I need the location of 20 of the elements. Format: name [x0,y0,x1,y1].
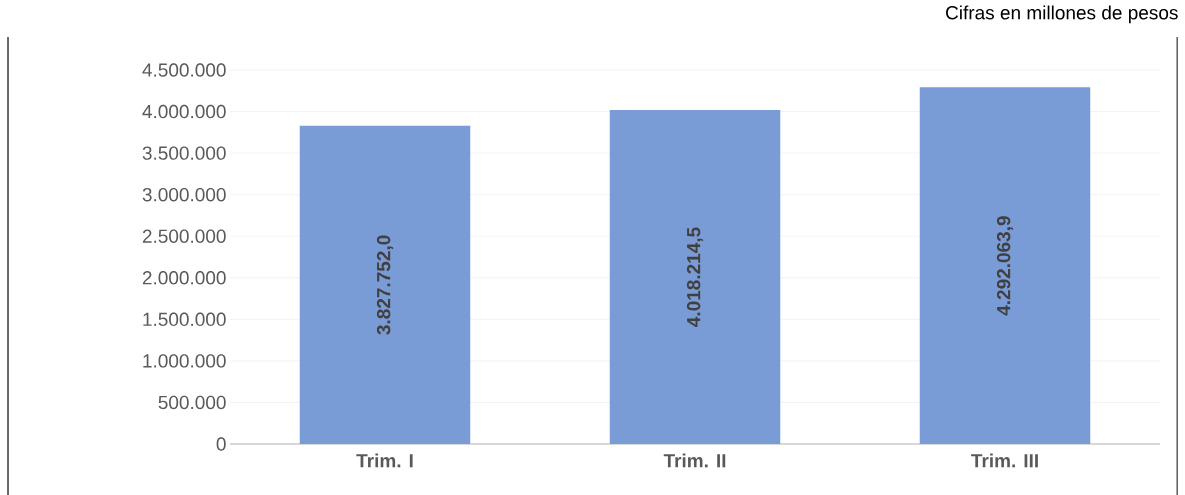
text: Cifras en millones de pesos [946,5,1178,24]
bar [919,87,1091,444]
y-tick-label: 1.000.000 [143,354,226,368]
bar [609,110,781,444]
x-tick-label: Trim. I [356,453,413,468]
data-label: 4.018.214,5 [686,227,704,327]
y-tick-label: 4.500.000 [142,63,226,77]
x-tick-label: Trim. III [971,453,1038,468]
y-tick-label: 3.500.000 [142,146,226,160]
data-label: 3.827.752,0 [376,235,394,335]
y-tick-label: 4.000.000 [142,104,226,119]
y-tick-label: 3.000.000 [142,187,226,202]
data-label: 4.292.063,9 [996,216,1014,316]
x-tick-label: Trim. II [663,453,726,468]
y-tick-label: 1.500.000 [143,312,226,327]
y-tick-label: 500.000 [158,395,226,410]
bar [299,125,471,444]
y-tick-label: 0 [216,437,226,451]
y-tick-label: 2.000.000 [142,271,226,285]
y-tick-label: 2.500.000 [142,229,226,243]
